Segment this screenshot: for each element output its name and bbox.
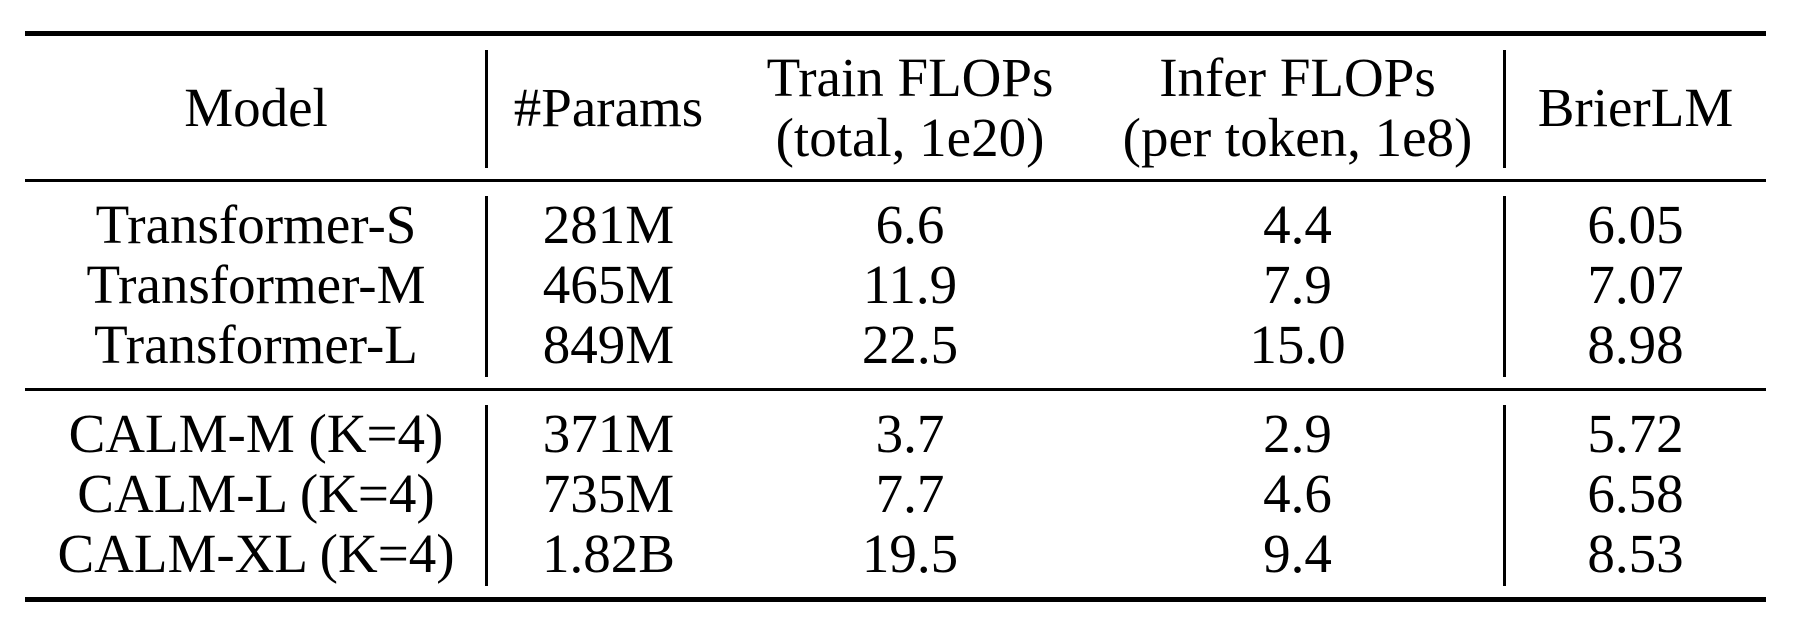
column-separator-left — [485, 196, 488, 377]
col-header-params: #Params — [487, 36, 730, 179]
column-separator-left — [485, 405, 488, 586]
column-separator-right — [1503, 405, 1506, 586]
brierlm-cell: 5.72 — [1587, 403, 1684, 464]
infer-flops-cell: 4.4 — [1263, 194, 1332, 255]
train-flops-cell: 6.6 — [875, 194, 945, 255]
column-separator-left — [485, 50, 488, 168]
infer-flops-cell: 2.9 — [1263, 403, 1332, 464]
group-midrule — [25, 388, 1766, 391]
infer-flops-cell: 7.9 — [1263, 254, 1332, 315]
model-cell: Transformer-S — [95, 194, 417, 255]
model-cell: Transformer-M — [86, 254, 426, 315]
brierlm-cell: 8.98 — [1587, 314, 1684, 375]
col-header-infer-flops-line2: (per token, 1e8) — [1122, 106, 1473, 168]
params-cell: 735M — [542, 463, 675, 524]
bottom-rule — [25, 597, 1766, 602]
train-flops-cell: 11.9 — [862, 254, 958, 315]
col-header-model-label: Model — [184, 76, 328, 138]
col-header-params-label: #Params — [513, 76, 704, 138]
column-separator-right — [1503, 50, 1506, 168]
train-flops-cell: 7.7 — [875, 463, 945, 524]
col-header-infer-flops: Infer FLOPs (per token, 1e8) — [1090, 36, 1505, 179]
params-cell: 1.82B — [542, 523, 675, 584]
col-header-brierlm-label: BrierLM — [1537, 76, 1734, 138]
infer-flops-cell: 9.4 — [1263, 523, 1332, 584]
brierlm-cell: 7.07 — [1587, 254, 1684, 315]
infer-flops-cell: 4.6 — [1263, 463, 1332, 524]
transformer-group: Transformer-S 281M 6.6 4.4 6.05 Transfor… — [25, 182, 1766, 388]
col-header-model: Model — [25, 36, 487, 179]
col-header-brierlm: BrierLM — [1505, 36, 1766, 179]
model-cell: CALM-M (K=4) — [68, 403, 444, 464]
params-cell: 281M — [542, 194, 675, 255]
model-cell: Transformer-L — [94, 314, 418, 375]
infer-flops-cell: 15.0 — [1249, 314, 1346, 375]
train-flops-cell: 3.7 — [875, 403, 945, 464]
model-cell: CALM-XL (K=4) — [57, 523, 455, 584]
col-header-train-flops-line2: (total, 1e20) — [775, 106, 1045, 168]
col-header-train-flops-line1: Train FLOPs — [766, 46, 1054, 108]
col-header-infer-flops-line1: Infer FLOPs — [1159, 46, 1436, 108]
results-table: Model #Params Train FLOPs (total, 1e20) … — [25, 31, 1766, 602]
train-flops-cell: 22.5 — [861, 314, 959, 375]
column-separator-right — [1503, 196, 1506, 377]
model-cell: CALM-L (K=4) — [77, 463, 435, 524]
brierlm-cell: 6.05 — [1587, 194, 1684, 255]
brierlm-cell: 8.53 — [1587, 523, 1684, 584]
params-cell: 849M — [542, 314, 675, 375]
header-midrule — [25, 179, 1766, 182]
top-rule — [25, 31, 1766, 36]
table-header-row: Model #Params Train FLOPs (total, 1e20) … — [25, 36, 1766, 179]
col-header-train-flops: Train FLOPs (total, 1e20) — [730, 36, 1090, 179]
brierlm-cell: 6.58 — [1587, 463, 1684, 524]
params-cell: 465M — [542, 254, 675, 315]
train-flops-cell: 19.5 — [861, 523, 959, 584]
params-cell: 371M — [542, 403, 675, 464]
calm-group: CALM-M (K=4) 371M 3.7 2.9 5.72 CALM-L (K… — [25, 391, 1766, 597]
